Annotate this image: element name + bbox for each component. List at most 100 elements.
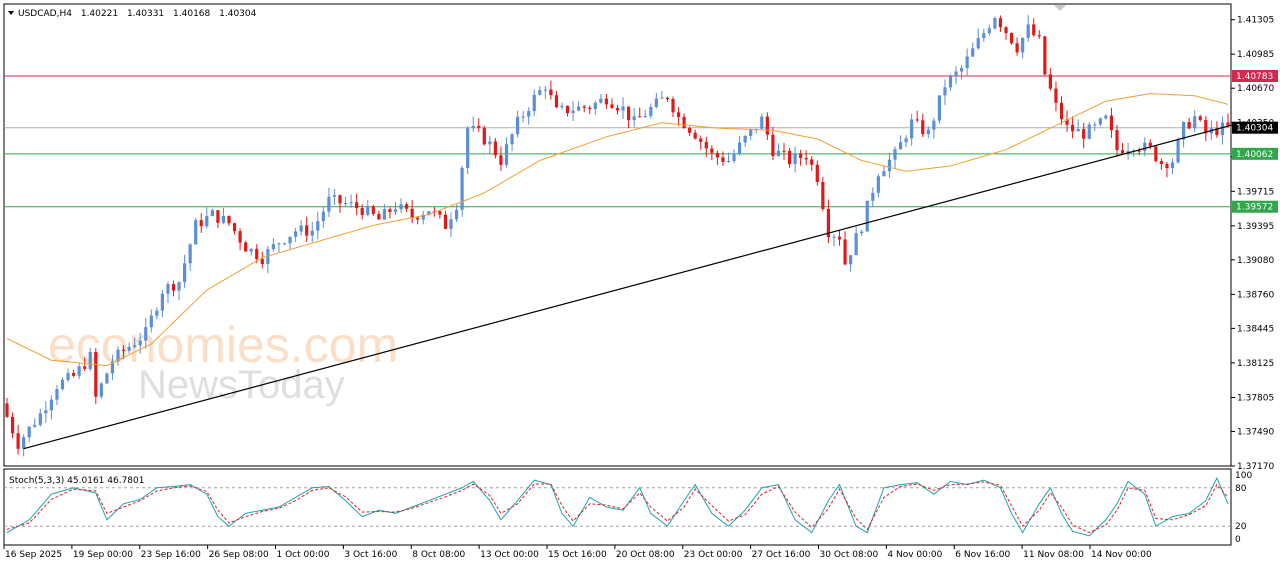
candle-bull — [960, 67, 964, 72]
candle-bear — [843, 239, 847, 265]
candle-bear — [1154, 146, 1158, 162]
candle-bull — [1087, 124, 1091, 139]
candle-bull — [726, 161, 731, 163]
candle-bull — [893, 149, 897, 160]
x-tick-label: 16 Sep 2025 — [5, 550, 62, 560]
candle-bull — [1026, 24, 1030, 38]
candle-bull — [327, 196, 331, 212]
y-tick-label: 1.39080 — [1237, 256, 1274, 266]
candle-bull — [49, 399, 53, 411]
candle-bear — [1059, 102, 1064, 120]
candle-bull — [1176, 139, 1180, 163]
candle-bear — [771, 134, 775, 156]
candle-bull — [516, 116, 520, 135]
candle-bull — [299, 225, 303, 232]
candle-bear — [998, 18, 1003, 28]
candle-bear — [554, 95, 559, 108]
candle-bull — [948, 76, 953, 88]
horizontal-levels — [4, 75, 1231, 208]
candle-bull — [421, 214, 425, 220]
candle-bear — [16, 433, 20, 449]
candle-bull — [832, 236, 836, 238]
candle-bull — [288, 236, 292, 244]
candle-bear — [244, 242, 248, 252]
candle-bear — [676, 112, 681, 117]
candle-bull — [194, 220, 198, 245]
candle-bear — [721, 157, 725, 162]
candle-bear — [715, 152, 719, 158]
x-tick-label: 23 Sep 16:00 — [141, 550, 201, 560]
candle-bull — [282, 243, 287, 245]
resistance-level-tag — [1232, 69, 1278, 82]
candle-bull — [38, 413, 42, 425]
candle-bear — [1148, 142, 1152, 147]
candle-bull — [88, 352, 92, 369]
candle-bull — [60, 379, 65, 390]
candle-bear — [305, 225, 309, 236]
candle-bear — [1009, 33, 1014, 44]
candle-bear — [1198, 116, 1202, 120]
candle-bull — [910, 119, 914, 139]
candle-bear — [238, 231, 242, 243]
candle-bull — [427, 211, 431, 215]
candle-bull — [454, 209, 459, 220]
header-symbol: USDCAD,H4 — [18, 9, 72, 19]
candle-bull — [210, 210, 214, 217]
candle-bear — [1215, 128, 1219, 136]
chart-shift-marker-icon[interactable] — [1054, 5, 1066, 11]
time-axis: 16 Sep 2025 19 Sep 00:00 23 Sep 16:00 26 Se… — [3, 545, 1152, 560]
candle-bull — [144, 327, 148, 341]
header-low: 1.40168 — [173, 9, 210, 19]
candle-bear — [565, 105, 570, 114]
candle-bull — [105, 373, 109, 384]
candle-bull — [887, 159, 892, 172]
candle-bull — [183, 263, 187, 283]
candle-bull — [310, 230, 314, 236]
candle-bull — [1098, 118, 1102, 125]
candle-bull — [66, 372, 70, 380]
header-open: 1.40221 — [81, 9, 118, 19]
header-close: 1.40304 — [219, 9, 256, 19]
candle-bull — [793, 153, 797, 165]
stoch-tick-label: 20 — [1235, 522, 1247, 532]
candle-bear — [604, 98, 608, 105]
x-tick-label: 27 Oct 16:00 — [752, 550, 811, 560]
candle-bear — [410, 208, 414, 218]
candle-bear — [443, 214, 448, 229]
candle-bear — [482, 127, 486, 145]
x-tick-label: 26 Sep 08:00 — [209, 550, 269, 560]
candle-bear — [627, 106, 631, 121]
price-axis: 1.413051.409851.406701.403501.400351.397… — [1231, 16, 1278, 472]
candle-bear — [588, 107, 592, 110]
candle-bull — [743, 135, 747, 143]
candle-bear — [1015, 43, 1019, 53]
candle-bull — [543, 89, 547, 91]
candle-bear — [638, 116, 642, 118]
candle-bull — [898, 142, 903, 150]
candle-bear — [94, 352, 98, 397]
candle-bear — [765, 116, 769, 135]
candle-bull — [649, 107, 653, 116]
y-tick-label: 1.37805 — [1237, 393, 1274, 403]
candle-bull — [510, 134, 514, 145]
candle-bear — [710, 148, 714, 153]
candle-bear — [1109, 115, 1114, 131]
candle-bull — [127, 346, 131, 351]
x-tick-label: 13 Oct 00:00 — [480, 550, 539, 560]
candle-bear — [499, 155, 503, 165]
candle-bull — [865, 200, 869, 232]
candle-bull — [926, 129, 930, 135]
candle-bull — [349, 202, 353, 204]
candle-bear — [688, 128, 692, 133]
candle-bear — [1226, 122, 1230, 126]
candle-bull — [188, 244, 192, 264]
candle-bull — [643, 115, 647, 118]
candle-bear — [121, 349, 126, 351]
x-tick-label: 14 Nov 00:00 — [1091, 550, 1152, 560]
candle-bull — [249, 248, 253, 252]
candle-bull — [993, 18, 997, 29]
candle-bull — [77, 366, 81, 376]
support-level-label: 1.40062 — [1236, 150, 1273, 160]
dropdown-triangle-icon[interactable] — [8, 11, 14, 15]
